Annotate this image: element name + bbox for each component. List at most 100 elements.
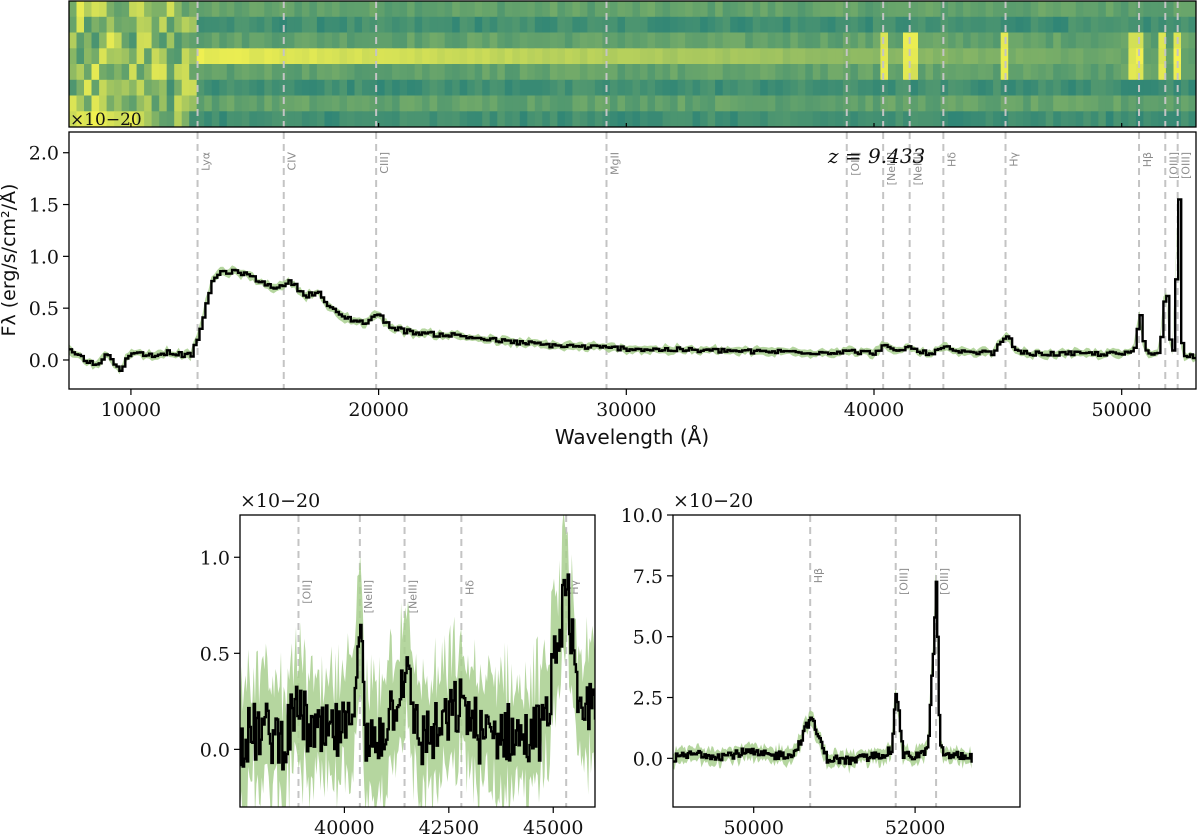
image-pixel xyxy=(715,79,724,97)
image-pixel xyxy=(670,1,679,18)
image-pixel xyxy=(722,16,731,34)
spectrum-2d-frame xyxy=(68,0,1197,128)
image-pixel xyxy=(1083,16,1092,34)
image-pixel xyxy=(271,79,280,97)
image-pixel xyxy=(722,1,731,18)
image-pixel xyxy=(549,64,558,81)
image-pixel xyxy=(324,16,333,34)
image-pixel xyxy=(362,79,371,97)
image-pixel xyxy=(1150,64,1159,81)
image-pixel xyxy=(933,111,942,127)
image-pixel xyxy=(880,64,889,81)
image-pixel xyxy=(519,32,528,49)
image-pixel xyxy=(324,32,333,49)
image-pixel xyxy=(767,1,776,18)
image-pixel xyxy=(1105,95,1114,112)
image-pixel xyxy=(1053,111,1062,127)
image-pixel xyxy=(504,95,513,112)
image-pixel xyxy=(301,64,310,81)
image-pixel xyxy=(865,64,874,81)
image-pixel xyxy=(797,16,806,34)
image-pixel xyxy=(850,79,859,97)
image-pixel xyxy=(1000,16,1009,34)
image-pixel xyxy=(369,1,378,18)
image-pixel xyxy=(422,48,431,65)
image-pixel xyxy=(1083,111,1092,127)
image-pixel xyxy=(1045,64,1054,81)
image-pixel xyxy=(895,111,904,127)
image-pixel xyxy=(692,64,701,81)
image-pixel xyxy=(1075,16,1084,34)
image-pixel xyxy=(422,32,431,49)
image-pixel xyxy=(1165,32,1174,49)
image-pixel xyxy=(903,1,912,18)
image-pixel xyxy=(1120,64,1129,81)
image-pixel xyxy=(309,79,318,97)
image-pixel xyxy=(1143,16,1152,34)
image-pixel xyxy=(181,79,190,97)
image-pixel xyxy=(76,79,85,97)
image-pixel xyxy=(1008,16,1017,34)
image-pixel xyxy=(993,1,1002,18)
image-pixel xyxy=(1015,1,1024,18)
left-flux-line xyxy=(240,573,595,771)
image-pixel xyxy=(316,111,325,127)
image-pixel xyxy=(1135,16,1144,34)
image-pixel xyxy=(316,48,325,65)
image-pixel xyxy=(640,1,649,18)
image-pixel xyxy=(69,1,78,18)
image-pixel xyxy=(1105,32,1114,49)
spectrum-2d-line-markers xyxy=(196,1,1179,127)
image-pixel xyxy=(888,111,897,127)
image-pixel xyxy=(1000,64,1009,81)
image-pixel xyxy=(662,16,671,34)
image-pixel xyxy=(414,16,423,34)
image-pixel xyxy=(835,1,844,18)
image-pixel xyxy=(106,48,115,65)
image-pixel xyxy=(790,1,799,18)
image-pixel xyxy=(782,79,791,97)
image-pixel xyxy=(384,111,393,127)
line-label: Hδ xyxy=(463,580,476,595)
left-y-tick-label: 1.0 xyxy=(200,547,230,569)
image-pixel xyxy=(69,48,78,65)
image-pixel xyxy=(820,48,829,65)
image-pixel xyxy=(1113,48,1122,65)
image-pixel xyxy=(504,111,513,127)
image-pixel xyxy=(497,32,506,49)
image-pixel xyxy=(377,32,386,49)
image-pixel xyxy=(1173,16,1182,34)
image-pixel xyxy=(226,79,235,97)
image-pixel xyxy=(782,32,791,49)
image-pixel xyxy=(910,1,919,18)
image-pixel xyxy=(159,32,168,49)
image-pixel xyxy=(662,32,671,49)
image-pixel xyxy=(347,48,356,65)
image-pixel xyxy=(812,1,821,18)
image-pixel xyxy=(1120,1,1129,18)
image-pixel xyxy=(737,32,746,49)
image-pixel xyxy=(797,79,806,97)
image-pixel xyxy=(69,16,78,34)
line-label: [OIII] xyxy=(938,568,951,595)
image-pixel xyxy=(309,95,318,112)
image-pixel xyxy=(166,32,175,49)
image-pixel xyxy=(332,95,341,112)
image-pixel xyxy=(136,64,145,81)
image-pixel xyxy=(1083,32,1092,49)
image-pixel xyxy=(617,16,626,34)
image-pixel xyxy=(99,32,108,49)
image-pixel xyxy=(174,16,183,34)
image-pixel xyxy=(226,32,235,49)
image-pixel xyxy=(1120,32,1129,49)
image-pixel xyxy=(797,64,806,81)
image-pixel xyxy=(1173,64,1182,81)
image-pixel xyxy=(782,64,791,81)
image-pixel xyxy=(241,1,250,18)
image-pixel xyxy=(557,64,566,81)
image-pixel xyxy=(129,95,138,112)
full-y-tick-label: 1.0 xyxy=(29,246,59,268)
image-pixel xyxy=(880,95,889,112)
image-pixel xyxy=(159,79,168,97)
image-pixel xyxy=(121,79,130,97)
